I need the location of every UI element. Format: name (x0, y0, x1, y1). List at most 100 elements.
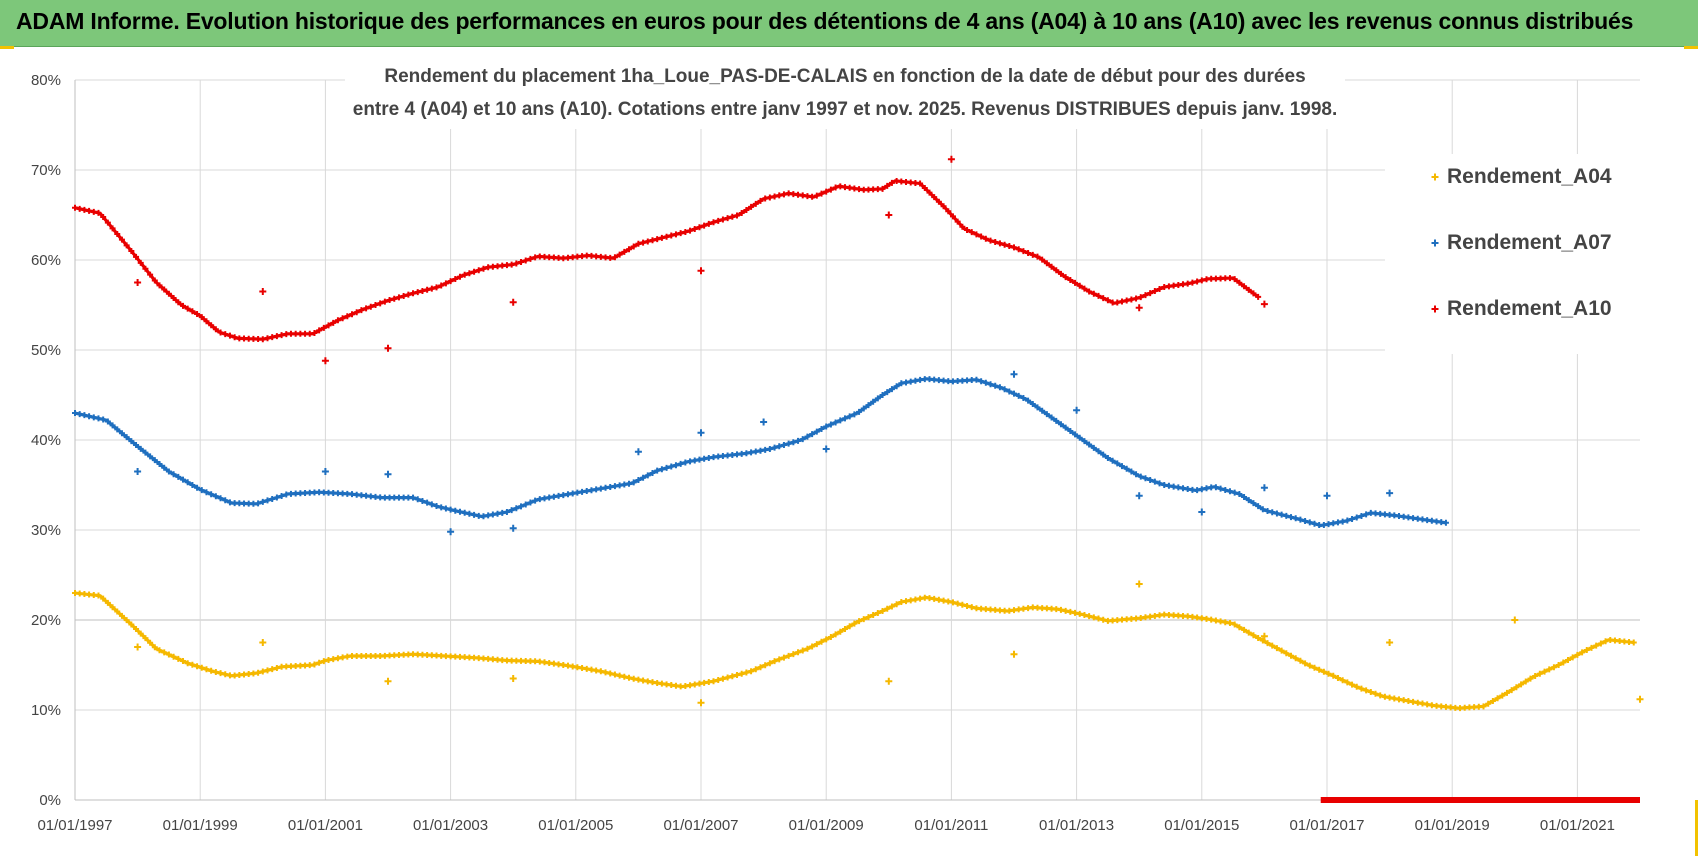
data-point (860, 616, 867, 623)
data-point (1156, 480, 1163, 487)
data-point (1485, 700, 1492, 707)
data-point (827, 421, 834, 428)
data-point (1043, 260, 1050, 267)
y-tick-label: 50% (31, 342, 61, 359)
data-point (273, 333, 280, 340)
data-point (893, 601, 900, 608)
data-point (1339, 677, 1346, 684)
data-point (1025, 397, 1032, 404)
data-point (1316, 666, 1323, 673)
data-point (1550, 664, 1557, 671)
data-point (466, 510, 473, 517)
data-point (273, 664, 280, 671)
data-point (194, 663, 201, 670)
data-point (203, 489, 210, 496)
data-point (677, 460, 684, 467)
data-point (823, 188, 830, 195)
data-point (433, 284, 440, 291)
data-point (179, 476, 186, 483)
data-point (175, 655, 182, 662)
data-point (668, 232, 675, 239)
data-point (400, 293, 407, 299)
data-point (509, 298, 517, 306)
data-point (414, 289, 421, 296)
data-point (635, 240, 642, 247)
data-point (1135, 304, 1143, 312)
data-point (1128, 468, 1135, 475)
data-point (738, 209, 745, 216)
data-point (1147, 476, 1154, 483)
data-point (165, 651, 172, 658)
data-point (344, 313, 351, 320)
data-point (137, 630, 144, 637)
data-point (353, 309, 360, 316)
data-point (1137, 473, 1144, 480)
data-point (1259, 637, 1266, 644)
data-point (410, 290, 417, 297)
data-point (86, 413, 93, 420)
data-point (818, 426, 825, 433)
data-point (841, 415, 848, 422)
data-point (424, 286, 431, 293)
data-point (118, 236, 125, 243)
data-point (724, 674, 731, 681)
data-point (879, 185, 886, 192)
data-point (222, 497, 229, 504)
data-point (161, 649, 168, 656)
data-point (1358, 512, 1365, 519)
data-point (1006, 388, 1013, 395)
data-point (1076, 282, 1083, 289)
data-point (156, 647, 163, 654)
data-point (696, 224, 703, 231)
x-tick-label: 01/01/2001 (288, 817, 363, 834)
data-point (447, 506, 454, 513)
data-point (672, 462, 679, 469)
data-point (1034, 404, 1041, 411)
data-point (1250, 290, 1257, 297)
data-point (780, 654, 787, 661)
data-point (827, 633, 834, 640)
x-tick-label: 01/01/1997 (37, 817, 112, 834)
data-point (1011, 390, 1017, 397)
data-point (226, 332, 233, 339)
data-point (208, 322, 215, 329)
data-point (760, 418, 768, 426)
data-point (1090, 444, 1097, 451)
data-point (621, 248, 628, 255)
data-point (616, 672, 623, 679)
data-point (870, 612, 877, 619)
data-point (311, 329, 318, 336)
data-point (677, 230, 684, 237)
data-point (137, 259, 144, 266)
data-point (123, 434, 130, 441)
data-point (1574, 651, 1581, 658)
data-point (1118, 463, 1125, 470)
data-point (194, 484, 201, 491)
data-point (86, 207, 93, 214)
data-point (1114, 460, 1121, 467)
data-point (771, 444, 778, 451)
data-point (733, 672, 740, 679)
data-point (321, 468, 329, 475)
y-tick-label: 10% (31, 702, 61, 719)
data-point (1330, 672, 1337, 679)
data-point (1053, 267, 1060, 274)
data-point (384, 677, 392, 685)
data-point (1072, 279, 1079, 286)
data-point (320, 324, 327, 331)
data-point (884, 389, 891, 396)
data-point (1081, 611, 1088, 618)
data-point (1264, 640, 1271, 647)
data-point (391, 295, 398, 302)
data-point (1001, 241, 1008, 248)
data-point (1156, 286, 1163, 293)
data-point (381, 298, 388, 305)
data-point (832, 184, 839, 191)
chart-title-background (345, 54, 1345, 129)
data-point (978, 378, 985, 385)
data-point (1250, 500, 1257, 507)
data-point (231, 334, 238, 341)
data-point (259, 668, 266, 675)
data-point (1431, 239, 1439, 247)
data-point (1480, 703, 1487, 710)
